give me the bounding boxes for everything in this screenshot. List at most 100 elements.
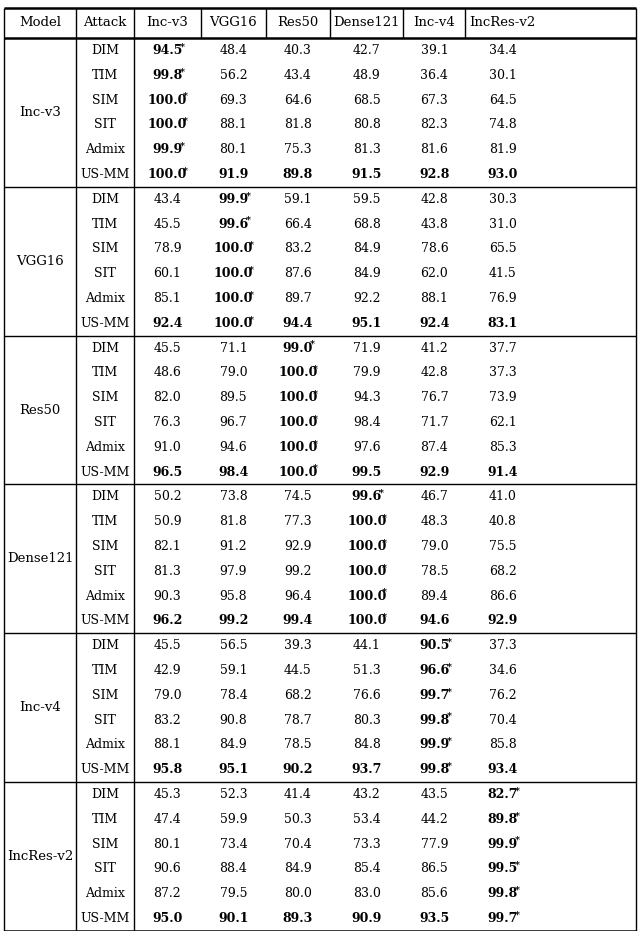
- Text: 43.5: 43.5: [420, 788, 448, 801]
- Text: Model: Model: [19, 17, 61, 30]
- Text: 100.0: 100.0: [148, 93, 187, 106]
- Text: *: *: [515, 811, 520, 820]
- Text: 93.4: 93.4: [488, 763, 518, 776]
- Text: 78.5: 78.5: [284, 738, 312, 751]
- Text: *: *: [246, 191, 251, 200]
- Text: 75.5: 75.5: [489, 540, 516, 553]
- Text: *: *: [447, 663, 452, 671]
- Text: 77.9: 77.9: [420, 838, 448, 851]
- Text: 79.5: 79.5: [220, 887, 247, 900]
- Text: 87.4: 87.4: [420, 440, 448, 453]
- Text: 92.9: 92.9: [419, 466, 449, 479]
- Text: VGG16: VGG16: [209, 17, 257, 30]
- Text: 100.0: 100.0: [214, 242, 253, 255]
- Text: 99.6: 99.6: [218, 218, 248, 231]
- Text: 96.7: 96.7: [220, 416, 247, 429]
- Text: IncRes-v2: IncRes-v2: [470, 17, 536, 30]
- Text: 76.2: 76.2: [489, 689, 516, 702]
- Text: 82.3: 82.3: [420, 118, 448, 131]
- Text: 34.6: 34.6: [489, 664, 516, 677]
- Text: TIM: TIM: [92, 813, 118, 826]
- Text: 93.0: 93.0: [488, 168, 518, 181]
- Text: 94.6: 94.6: [220, 440, 247, 453]
- Text: DIM: DIM: [91, 788, 119, 801]
- Text: 89.4: 89.4: [420, 589, 448, 602]
- Text: *: *: [447, 712, 452, 722]
- Text: 94.5: 94.5: [152, 44, 182, 57]
- Text: Res50: Res50: [19, 403, 61, 416]
- Text: *: *: [382, 588, 387, 597]
- Text: IncRes-v2: IncRes-v2: [7, 850, 73, 863]
- Text: 100.0: 100.0: [278, 466, 317, 479]
- Text: 82.0: 82.0: [154, 391, 181, 404]
- Text: 76.3: 76.3: [154, 416, 181, 429]
- Text: Inc-v3: Inc-v3: [147, 17, 188, 30]
- Text: 43.8: 43.8: [420, 218, 449, 231]
- Text: 39.3: 39.3: [284, 639, 312, 652]
- Text: 92.9: 92.9: [488, 614, 518, 627]
- Text: 96.6: 96.6: [419, 664, 449, 677]
- Text: 91.9: 91.9: [218, 168, 248, 181]
- Text: 59.1: 59.1: [220, 664, 247, 677]
- Text: 79.0: 79.0: [420, 540, 448, 553]
- Text: 89.8: 89.8: [488, 813, 518, 826]
- Text: 71.7: 71.7: [420, 416, 448, 429]
- Text: *: *: [382, 563, 387, 573]
- Text: 30.3: 30.3: [489, 193, 516, 206]
- Text: Admix: Admix: [85, 887, 125, 900]
- Text: SIM: SIM: [92, 242, 118, 255]
- Text: *: *: [182, 167, 188, 175]
- Text: 99.9: 99.9: [152, 143, 182, 156]
- Text: 70.4: 70.4: [284, 838, 312, 851]
- Text: 99.8: 99.8: [419, 713, 449, 726]
- Text: 96.2: 96.2: [152, 614, 182, 627]
- Text: 94.4: 94.4: [283, 317, 313, 330]
- Text: 53.4: 53.4: [353, 813, 381, 826]
- Text: *: *: [313, 464, 318, 473]
- Text: 92.2: 92.2: [353, 292, 381, 304]
- Text: 83.2: 83.2: [154, 713, 181, 726]
- Text: 91.2: 91.2: [220, 540, 247, 553]
- Text: 84.9: 84.9: [284, 862, 312, 875]
- Text: *: *: [382, 538, 387, 547]
- Text: 56.2: 56.2: [220, 69, 247, 82]
- Text: 81.6: 81.6: [420, 143, 449, 156]
- Text: 97.6: 97.6: [353, 440, 381, 453]
- Text: *: *: [180, 142, 185, 151]
- Text: TIM: TIM: [92, 366, 118, 379]
- Text: *: *: [248, 290, 253, 300]
- Text: SIM: SIM: [92, 540, 118, 553]
- Text: 95.1: 95.1: [351, 317, 382, 330]
- Text: 45.5: 45.5: [154, 639, 181, 652]
- Text: 66.4: 66.4: [284, 218, 312, 231]
- Text: 99.9: 99.9: [419, 738, 449, 751]
- Text: 30.1: 30.1: [489, 69, 516, 82]
- Text: 48.3: 48.3: [420, 515, 449, 528]
- Text: *: *: [382, 514, 387, 522]
- Text: 36.4: 36.4: [420, 69, 449, 82]
- Text: 100.0: 100.0: [148, 118, 187, 131]
- Text: 45.5: 45.5: [154, 218, 181, 231]
- Text: Attack: Attack: [83, 17, 127, 30]
- Text: 100.0: 100.0: [347, 614, 387, 627]
- Text: 90.9: 90.9: [351, 911, 382, 924]
- Text: 99.4: 99.4: [283, 614, 313, 627]
- Text: *: *: [379, 489, 384, 498]
- Text: TIM: TIM: [92, 664, 118, 677]
- Text: 59.9: 59.9: [220, 813, 247, 826]
- Text: 50.2: 50.2: [154, 491, 181, 504]
- Text: Dense121: Dense121: [7, 552, 73, 565]
- Text: 89.7: 89.7: [284, 292, 312, 304]
- Text: *: *: [447, 762, 452, 771]
- Text: 73.4: 73.4: [220, 838, 247, 851]
- Text: 99.8: 99.8: [419, 763, 449, 776]
- Text: 78.7: 78.7: [284, 713, 312, 726]
- Text: 81.3: 81.3: [353, 143, 381, 156]
- Text: 92.9: 92.9: [284, 540, 312, 553]
- Text: 99.9: 99.9: [488, 838, 518, 851]
- Text: 95.0: 95.0: [152, 911, 182, 924]
- Text: 95.8: 95.8: [220, 589, 247, 602]
- Text: 40.3: 40.3: [284, 44, 312, 57]
- Text: 65.5: 65.5: [489, 242, 516, 255]
- Text: *: *: [180, 43, 185, 51]
